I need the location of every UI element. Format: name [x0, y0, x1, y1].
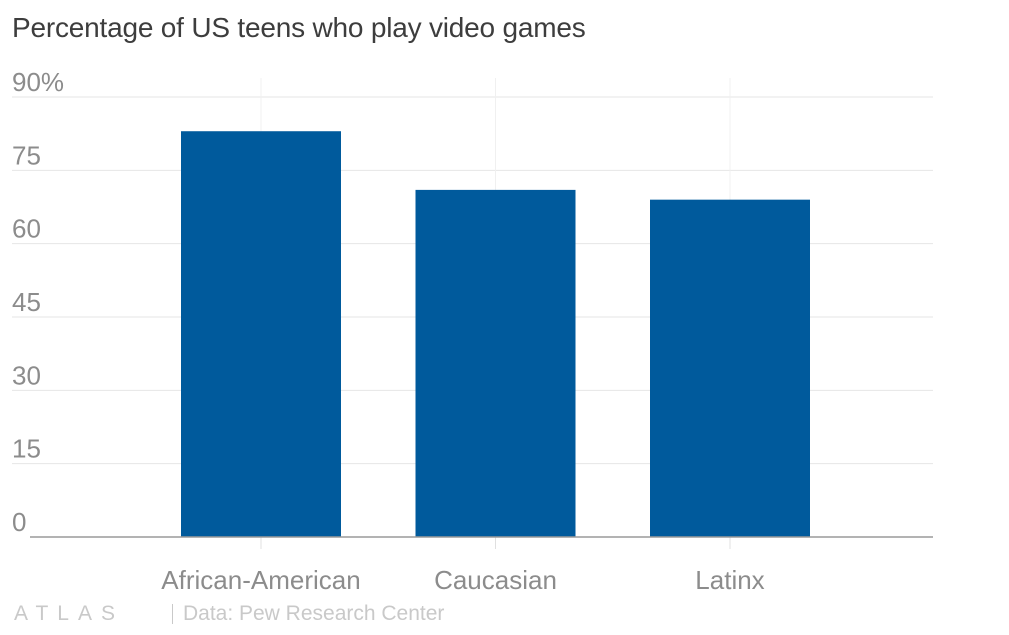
y-axis-ticks: 0 15 30 45 60 75 90% — [12, 67, 64, 537]
bars — [181, 131, 810, 537]
footer-divider — [171, 604, 173, 624]
y-tick-label: 60 — [12, 214, 41, 244]
x-tick-label: African-American — [161, 565, 360, 595]
chart-title: Percentage of US teens who play video ga… — [12, 12, 586, 43]
x-tick-label: Caucasian — [434, 565, 557, 595]
x-axis-ticks: African-American Caucasian Latinx — [161, 537, 765, 595]
chart-footer: ATLAS Data: Pew Research Center — [14, 602, 444, 626]
y-tick-label: 30 — [12, 360, 41, 390]
y-tick-label: 0 — [12, 507, 26, 537]
atlas-logo: ATLAS — [14, 602, 124, 625]
y-tick-label: 15 — [12, 434, 41, 464]
x-tick-label: Latinx — [695, 565, 764, 595]
bar-caucasian — [415, 189, 576, 537]
bar-african-american — [181, 131, 341, 537]
y-tick-label: 75 — [12, 140, 41, 170]
y-tick-label: 45 — [12, 287, 41, 317]
data-source-label: Data: Pew Research Center — [182, 602, 445, 625]
bar-latinx — [650, 199, 810, 537]
y-tick-label: 90% — [12, 67, 64, 97]
